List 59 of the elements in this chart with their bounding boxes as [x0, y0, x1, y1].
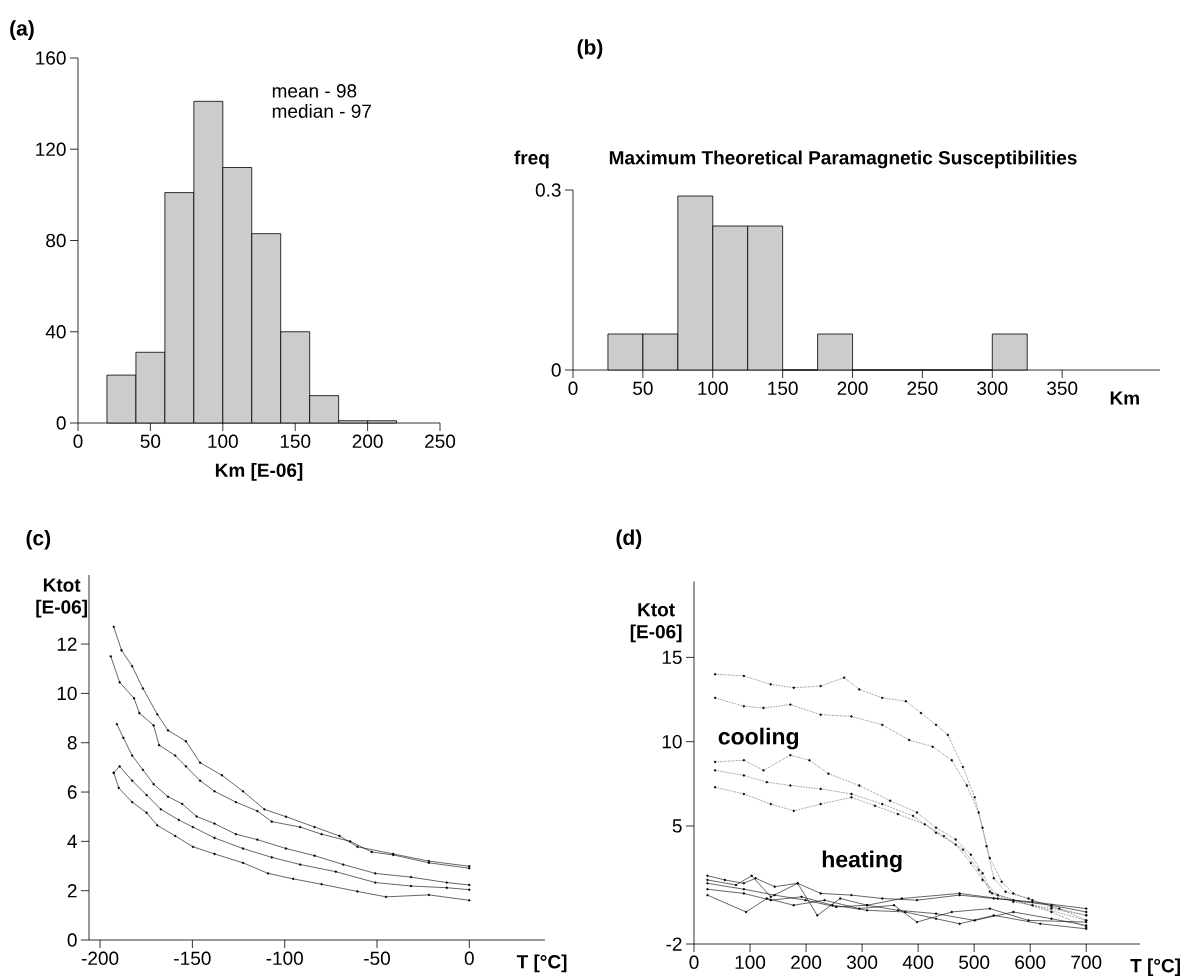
x-tick-label: 600: [1015, 955, 1046, 969]
y-tick-label: 120: [36, 142, 66, 156]
y-tick-label: 15: [662, 650, 682, 665]
y-axis-title: Ktot [E-06]: [630, 603, 682, 643]
x-tick-label: 50: [140, 434, 161, 448]
x-tick-label: 350: [1047, 381, 1078, 395]
y-axis-title: Ktot [E-06]: [36, 578, 87, 618]
x-tick-label: 700: [1071, 955, 1102, 969]
x-tick-label: 100: [208, 434, 238, 448]
x-tick-label: 200: [791, 955, 822, 969]
x-axis-title: T [°C]: [516, 954, 567, 973]
x-tick-label: -200: [81, 951, 119, 965]
chart-title: (a): [10, 20, 34, 40]
x-tick-label: 0: [464, 951, 474, 965]
x-tick-label: 200: [352, 434, 383, 448]
x-tick-label: 150: [280, 434, 311, 448]
x-tick-label: 400: [902, 955, 934, 969]
y-tick-label: 10: [57, 686, 77, 701]
x-tick-label: 150: [768, 381, 798, 395]
y-tick-label: -2: [666, 937, 682, 951]
x-tick-label: 100: [698, 381, 728, 395]
y-tick-label: 2: [67, 884, 77, 898]
y-tick-label: 0.3: [535, 183, 561, 197]
y-tick-label: 6: [67, 785, 77, 799]
y-tick-label: 5: [672, 819, 682, 833]
y-tick-label: 80: [46, 233, 66, 248]
y-tick-label: 160: [36, 51, 66, 65]
y-tick-label: 0: [67, 933, 77, 947]
y-axis-title: freq: [514, 150, 549, 169]
x-tick-label: 300: [846, 955, 878, 969]
chart-title: (c): [26, 530, 51, 550]
chart-title: (d): [616, 529, 642, 550]
x-tick-label: -150: [174, 951, 211, 965]
x-axis-title: Km [E-06]: [215, 463, 303, 481]
y-tick-label: 40: [45, 325, 66, 339]
annotation: median - 97: [272, 103, 371, 118]
x-tick-label: 500: [959, 955, 990, 969]
x-axis-title: T [°C]: [1130, 958, 1180, 977]
annotation: mean - 98: [272, 84, 357, 98]
x-tick-label: 0: [568, 381, 578, 395]
x-tick-label: 0: [689, 955, 699, 969]
x-tick-label: 100: [735, 955, 766, 969]
annotation: heating: [822, 850, 902, 873]
y-tick-label: 12: [57, 637, 77, 651]
y-tick-label: 10: [662, 734, 682, 749]
x-tick-label: 50: [633, 381, 653, 395]
y-tick-label: 8: [67, 735, 77, 750]
x-tick-label: -50: [364, 951, 390, 965]
chart-subtitle: Maximum Theoretical Paramagnetic Susceptibilities: [609, 150, 1077, 169]
x-tick-label: 300: [977, 381, 1008, 395]
y-tick-label: 4: [67, 834, 77, 848]
x-axis-title: Km: [1110, 391, 1139, 405]
x-tick-label: 250: [907, 381, 938, 395]
x-tick-label: 250: [425, 434, 456, 448]
y-tick-label: 0: [56, 416, 66, 430]
chart-title: (b): [577, 39, 603, 59]
annotation: cooling: [718, 727, 799, 750]
x-tick-label: 200: [837, 381, 868, 395]
x-tick-label: -100: [266, 951, 303, 965]
